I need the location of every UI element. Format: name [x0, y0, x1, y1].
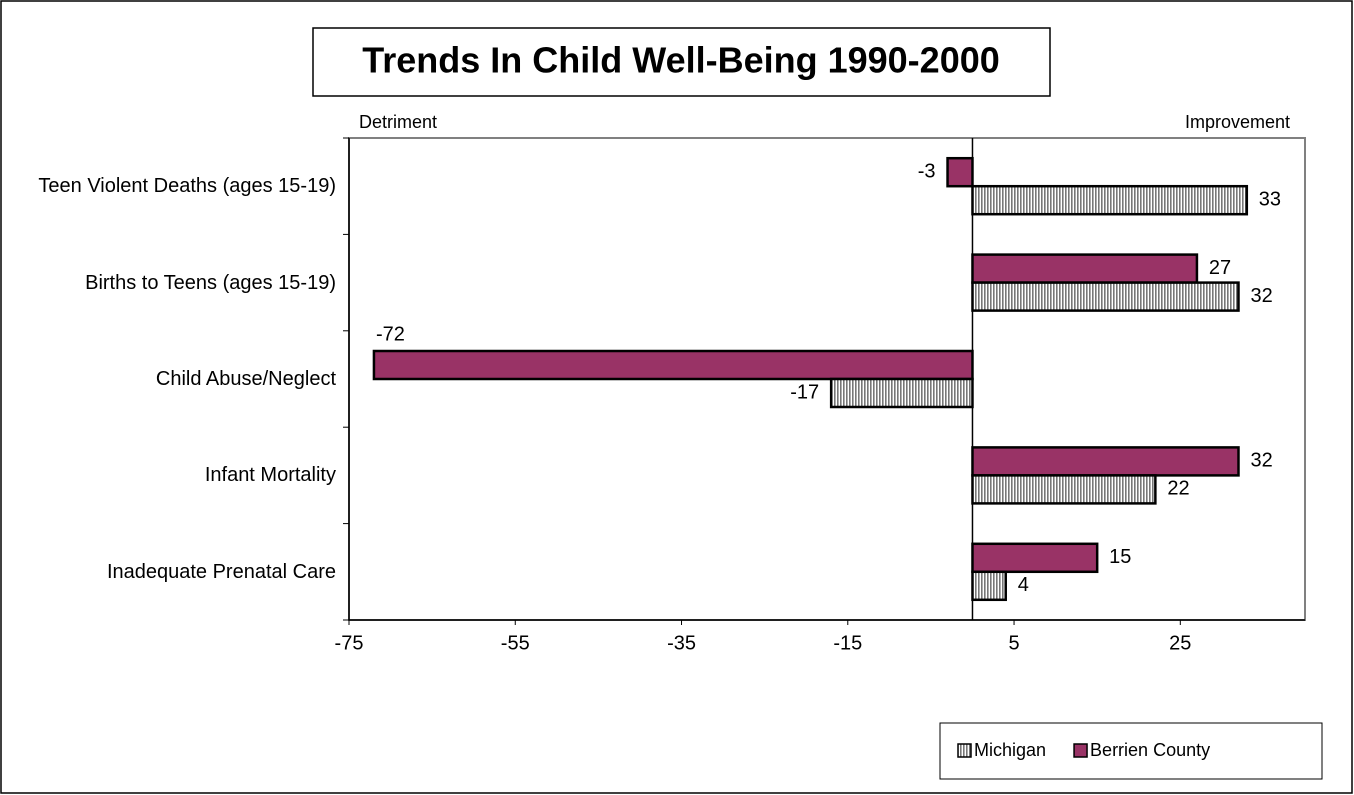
bar	[971, 253, 1199, 284]
legend-box	[939, 722, 1323, 780]
category-label: Births to Teens (ages 15-19)	[85, 271, 336, 294]
bar	[971, 446, 1240, 477]
bar	[971, 184, 1249, 216]
legend-swatch	[1073, 743, 1088, 758]
data-label: 4	[1018, 574, 1029, 596]
x-tick-label: -15	[833, 632, 862, 654]
category-label: Infant Mortality	[204, 464, 336, 487]
data-label: 32	[1250, 450, 1272, 472]
right-annotation: Improvement	[1185, 112, 1290, 132]
x-tick-label: 25	[1169, 632, 1191, 654]
data-label: 27	[1209, 257, 1231, 279]
data-label: -3	[918, 160, 936, 182]
legend-label: Michigan	[974, 740, 1046, 760]
x-tick-label: -35	[667, 632, 696, 654]
bar	[971, 570, 1007, 602]
x-tick-label: -55	[501, 632, 530, 654]
data-label: 22	[1167, 478, 1189, 500]
bar	[971, 474, 1157, 505]
bar	[971, 542, 1099, 574]
category-label: Teen Violent Deaths (ages 15-19)	[38, 175, 336, 198]
bar	[829, 377, 974, 409]
category-label: Inadequate Prenatal Care	[106, 560, 336, 583]
data-label: 33	[1259, 188, 1281, 210]
left-annotation: Detriment	[359, 112, 437, 132]
bar	[946, 156, 974, 188]
data-label: 15	[1109, 546, 1131, 568]
category-label: Child Abuse/Neglect	[155, 367, 336, 390]
bar	[971, 281, 1240, 312]
legend-swatch	[957, 743, 972, 758]
x-tick-label: 5	[1008, 632, 1019, 654]
legend-label: Berrien County	[1090, 740, 1210, 760]
chart-title: Trends In Child Well-Being 1990-2000	[362, 40, 1000, 81]
bar	[372, 349, 974, 381]
title-box	[312, 27, 1051, 97]
data-label: 32	[1250, 285, 1272, 307]
data-label: -17	[790, 381, 819, 403]
x-tick-label: -75	[335, 632, 364, 654]
data-label: -72	[376, 323, 405, 345]
